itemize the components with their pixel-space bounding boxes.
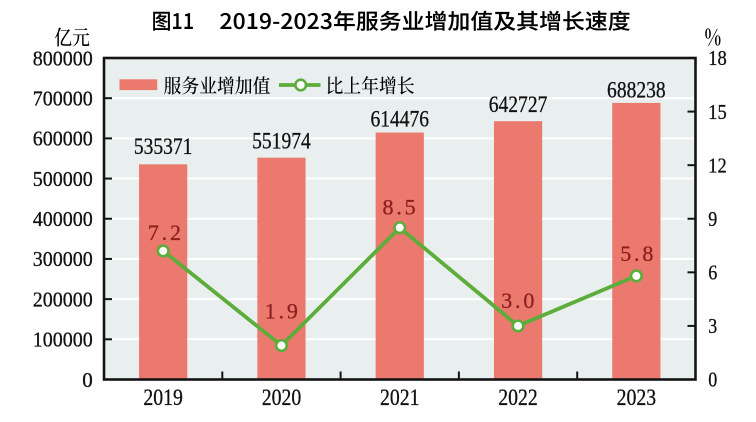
svg-text:1.9: 1.9 <box>265 298 301 323</box>
svg-text:0: 0 <box>82 368 93 392</box>
svg-text:9: 9 <box>708 207 717 231</box>
svg-text:500000: 500000 <box>33 167 93 191</box>
svg-text:3: 3 <box>708 314 717 338</box>
svg-text:12: 12 <box>708 153 727 177</box>
svg-text:100000: 100000 <box>33 328 93 352</box>
svg-text:688238: 688238 <box>607 78 666 103</box>
svg-text:642727: 642727 <box>489 92 548 117</box>
svg-text:2022: 2022 <box>498 385 538 410</box>
svg-text:700000: 700000 <box>33 86 93 110</box>
svg-text:2021: 2021 <box>380 385 420 410</box>
svg-text:2020: 2020 <box>262 385 302 410</box>
svg-text:2019: 2019 <box>143 385 183 410</box>
svg-text:18: 18 <box>708 46 727 70</box>
svg-text:614476: 614476 <box>370 107 429 132</box>
svg-text:7.2: 7.2 <box>148 220 184 245</box>
svg-text:400000: 400000 <box>33 207 93 231</box>
svg-text:8.5: 8.5 <box>383 194 419 219</box>
svg-text:3.0: 3.0 <box>501 288 537 313</box>
svg-text:551974: 551974 <box>252 129 311 154</box>
svg-text:600000: 600000 <box>33 127 93 151</box>
svg-text:200000: 200000 <box>33 287 93 311</box>
svg-text:2023: 2023 <box>617 385 657 410</box>
svg-text:15: 15 <box>708 100 727 124</box>
svg-text:300000: 300000 <box>33 247 93 271</box>
svg-text:5.8: 5.8 <box>620 241 656 266</box>
svg-text:535371: 535371 <box>134 134 193 159</box>
svg-text:6: 6 <box>708 261 717 285</box>
svg-text:0: 0 <box>708 368 717 392</box>
svg-text:800000: 800000 <box>33 46 93 70</box>
